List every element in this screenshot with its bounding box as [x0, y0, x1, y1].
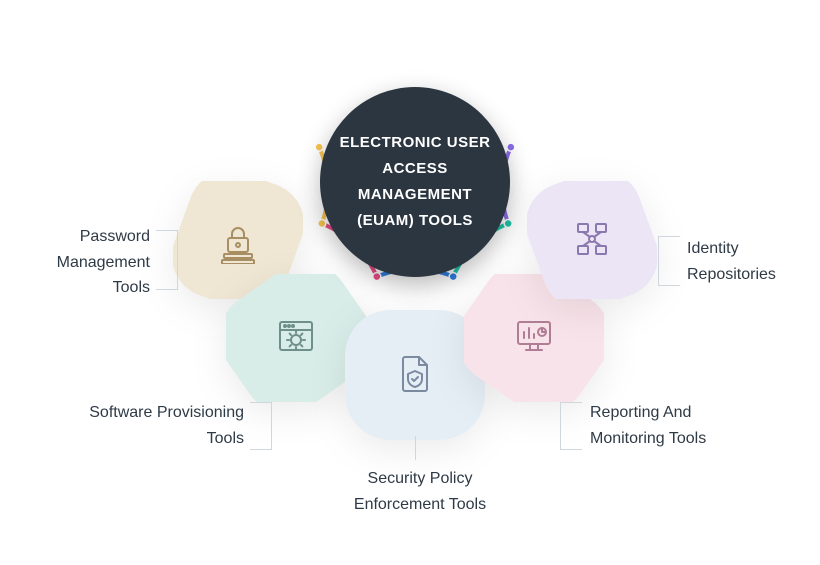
label-password: Password Management Tools [30, 224, 150, 301]
bracket-security-policy [415, 436, 416, 460]
bracket-password [156, 230, 178, 290]
center-hub-title: ELECTRONIC USER ACCESS MANAGEMENT (EUAM)… [320, 130, 510, 235]
center-hub: ELECTRONIC USER ACCESS MANAGEMENT (EUAM)… [320, 87, 510, 277]
reporting-icon [512, 314, 556, 362]
password-icon [216, 216, 260, 264]
security-policy-icon [393, 351, 437, 399]
bracket-identity [658, 236, 680, 286]
bracket-reporting [560, 402, 582, 450]
label-security-policy: Security Policy Enforcement Tools [320, 466, 520, 517]
bracket-software-provisioning [250, 402, 272, 450]
diagram-canvas: ELECTRONIC USER ACCESS MANAGEMENT (EUAM)… [0, 0, 820, 565]
label-reporting: Reporting And Monitoring Tools [590, 400, 770, 451]
identity-icon [570, 216, 614, 264]
petal-identity [527, 181, 657, 299]
label-software-provisioning: Software Provisioning Tools [84, 400, 244, 451]
software-provisioning-icon [274, 314, 318, 362]
label-identity: Identity Repositories [687, 236, 807, 287]
